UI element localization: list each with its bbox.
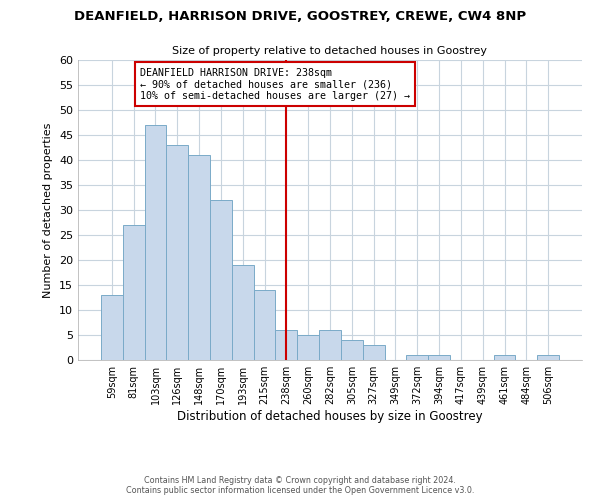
- Text: Contains HM Land Registry data © Crown copyright and database right 2024.
Contai: Contains HM Land Registry data © Crown c…: [126, 476, 474, 495]
- Bar: [254, 290, 275, 360]
- Bar: [406, 355, 428, 360]
- Bar: [166, 145, 188, 360]
- Bar: [210, 200, 232, 360]
- Bar: [537, 355, 559, 360]
- Y-axis label: Number of detached properties: Number of detached properties: [43, 122, 53, 298]
- Title: Size of property relative to detached houses in Goostrey: Size of property relative to detached ho…: [173, 46, 487, 56]
- Bar: [428, 355, 450, 360]
- Bar: [341, 340, 363, 360]
- Text: DEANFIELD HARRISON DRIVE: 238sqm
← 90% of detached houses are smaller (236)
10% : DEANFIELD HARRISON DRIVE: 238sqm ← 90% o…: [140, 68, 410, 100]
- Bar: [363, 345, 385, 360]
- X-axis label: Distribution of detached houses by size in Goostrey: Distribution of detached houses by size …: [177, 410, 483, 423]
- Text: DEANFIELD, HARRISON DRIVE, GOOSTREY, CREWE, CW4 8NP: DEANFIELD, HARRISON DRIVE, GOOSTREY, CRE…: [74, 10, 526, 23]
- Bar: [232, 265, 254, 360]
- Bar: [123, 225, 145, 360]
- Bar: [494, 355, 515, 360]
- Bar: [275, 330, 297, 360]
- Bar: [297, 335, 319, 360]
- Bar: [145, 125, 166, 360]
- Bar: [101, 295, 123, 360]
- Bar: [188, 155, 210, 360]
- Bar: [319, 330, 341, 360]
